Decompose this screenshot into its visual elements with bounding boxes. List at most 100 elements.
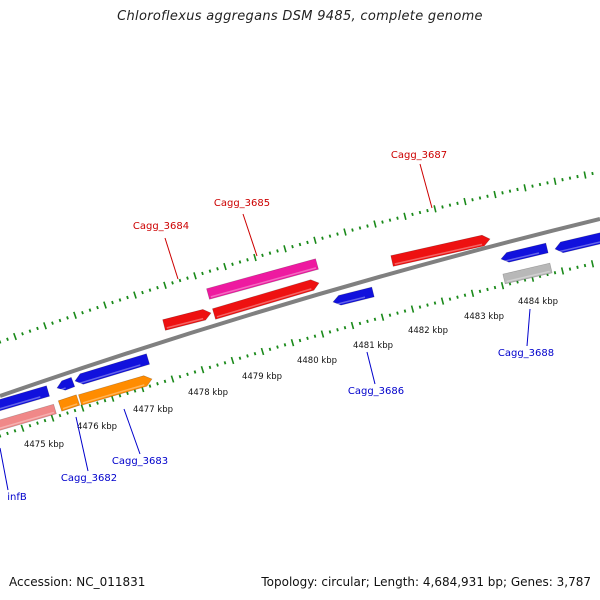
outer-tick-major [583,171,587,179]
genome-summary: Topology: circular; Length: 4,684,931 bp… [261,575,591,589]
gene-label-Cagg_3684[interactable]: Cagg_3684 [133,221,189,232]
outer-tick-ring [0,171,594,344]
outer-tick-major [373,220,377,228]
gene-label-Cagg_3686[interactable]: Cagg_3686 [348,386,404,397]
inner-tick-minor [493,285,497,290]
gene-leader-line [366,351,376,385]
outer-tick-minor [576,174,579,179]
inner-tick-major [410,305,415,313]
pseudo-feature [0,403,57,431]
outer-tick-minor [358,226,362,230]
outer-tick-major [73,311,77,319]
gene-labels: infB Cagg_3682 Cagg_3683 Cagg_3684 Cagg_3685… [0,150,554,503]
pseudo-feature-sheen [0,411,55,429]
outer-tick-minor [66,316,69,320]
inner-tick-minor [88,403,92,408]
outer-tick-minor [246,258,249,262]
reverse-feature-3688a-sheen [503,252,540,263]
inner-tick-major [290,339,295,347]
Cagg_3687-feature-sheen [394,243,483,265]
outer-tick-minor [298,242,302,247]
reverse-feature-3683 [74,353,150,385]
inner-tick-minor [508,282,512,286]
outer-tick-minor [21,332,24,336]
inner-tick-major [260,347,265,356]
outer-tick-minor [328,234,332,238]
outer-tick-minor [88,308,92,312]
outer-tick-minor [381,220,384,224]
outer-tick-major [103,301,107,309]
gene-leader-line [75,416,89,472]
gene-label-Cagg_3683[interactable]: Cagg_3683 [112,456,168,467]
outer-tick-major [253,253,257,262]
inner-tick-minor [576,265,579,269]
accession-text: Accession: NC_011831 [9,575,146,589]
inner-tick-minor [73,408,77,413]
outer-tick-minor [591,171,594,176]
inner-tick-minor [6,431,9,436]
outer-tick-minor [58,318,62,323]
inner-tick-minor [583,263,587,268]
orange-feature-b-sheen [82,384,145,404]
Cagg_3684-feature-sheen [166,317,204,329]
inner-tick-minor [328,330,332,334]
outer-tick-major [193,272,197,280]
inner-tick-major [560,267,565,275]
outer-tick-minor [538,182,542,187]
Cagg_3684-feature [162,309,212,331]
gene-leader-line [0,447,9,491]
inner-tick-minor [276,345,279,349]
outer-tick-minor [208,269,212,273]
gene-label-Cagg_3687[interactable]: Cagg_3687 [391,150,447,161]
inner-tick-minor [433,301,437,305]
outer-tick-minor [321,236,324,240]
Cagg_3687-feature [390,234,491,267]
gene-label-Cagg_3685[interactable]: Cagg_3685 [214,198,270,209]
outer-tick-minor [81,310,84,315]
outer-tick-minor [36,326,39,331]
gene-label-Cagg_3688[interactable]: Cagg_3688 [498,348,554,359]
gene-leader-line [123,408,141,455]
inner-tick-minor [148,384,152,388]
outer-tick-minor [411,212,414,217]
outer-tick-minor [306,240,309,245]
gene-label-infB[interactable]: infB [7,492,27,503]
reverse-feature-3683-sheen [77,364,141,385]
tick-label: 4478 kbp [188,388,228,398]
inner-tick-minor [283,343,287,347]
inner-tick-major [380,313,385,321]
outer-tick-minor [448,203,452,207]
infB-feature-sheen [0,396,41,410]
outer-tick-minor [516,187,519,192]
outer-tick-minor [171,281,174,285]
gene-leader-line [419,163,433,209]
gene-leader-line [164,237,179,280]
outer-tick-minor [561,178,564,182]
inner-tick-minor [388,313,392,317]
inner-tick-minor [96,401,99,405]
inner-tick-minor [358,321,362,326]
outer-tick-minor [418,210,422,215]
outer-tick-minor [0,340,2,344]
outer-tick-minor [238,260,242,264]
orange-feature-b [78,375,153,406]
tick-label: 4483 kbp [464,312,504,322]
inner-tick-minor [448,297,452,301]
inner-tick-minor [553,271,557,275]
outer-tick-minor [501,191,504,195]
inner-tick-minor [58,413,62,418]
outer-tick-minor [388,218,392,222]
gene-label-Cagg_3682[interactable]: Cagg_3682 [61,473,117,484]
outer-tick-minor [118,298,122,302]
reverse-feature-3688a [500,242,549,263]
inner-tick-minor [426,303,429,307]
outer-tick-minor [508,189,512,193]
tick-label: 4482 kbp [408,326,448,336]
outer-tick-minor [216,267,219,271]
orange-feature-a-sheen [62,403,78,410]
inner-tick-major [470,289,475,297]
inner-tick-minor [208,365,212,370]
inner-tick-minor [193,370,197,374]
outer-tick-minor [201,271,204,276]
